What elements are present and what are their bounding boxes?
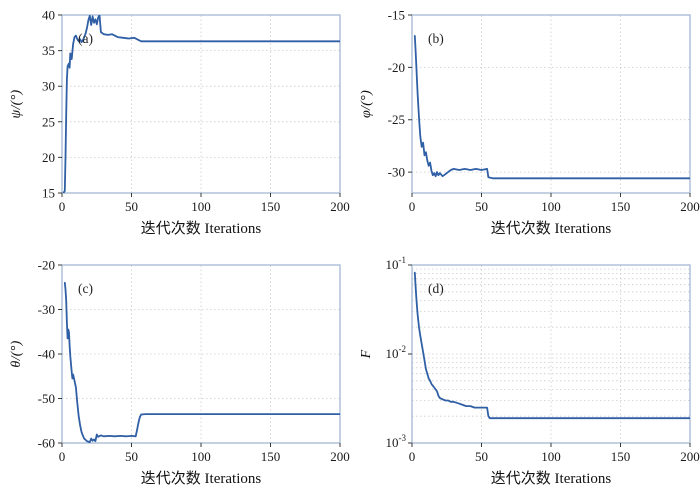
x-tick-label: 150 (611, 449, 631, 464)
x-axis-label-iterations-b: 迭代次数 Iterations (490, 221, 612, 237)
tick-marks (58, 14, 341, 197)
y-tick-label: 25 (42, 114, 55, 129)
y-tick-label: -15 (388, 8, 405, 23)
y-tick-label: -60 (38, 436, 55, 451)
x-axis-label-iterations-c: 迭代次数 Iterations (140, 471, 262, 487)
tick-marks (408, 264, 691, 447)
y-axis-label-f: F (359, 349, 374, 359)
y-tick-label: -20 (38, 258, 55, 273)
subplot-d: 0 50 100 150 200 10-1 10-2 10-3 F (d) 迭代次数 Iter… (350, 251, 700, 501)
x-tick-label: 50 (125, 449, 138, 464)
x-tick-label: 200 (330, 199, 350, 214)
x-tick-label: 50 (475, 199, 488, 214)
y-tick-label: -20 (388, 60, 405, 75)
y-tick-label: -30 (388, 165, 405, 180)
y-tick-label: -40 (38, 347, 55, 362)
tick-marks (58, 264, 341, 447)
data-line (62, 15, 340, 193)
y-tick-label: 35 (42, 43, 55, 58)
y-axis-label-psi: ψ/(°) (9, 89, 24, 119)
x-axis-label-iterations-a: 迭代次数 Iterations (140, 221, 262, 237)
y-tick-label: 30 (42, 79, 55, 94)
y-tick-label: 10-3 (386, 433, 407, 450)
x-tick-label: 150 (261, 449, 281, 464)
chart-b-canvas: 0 50 100 150 200 -15 -20 -25 -30 (388, 8, 700, 215)
gridlines (62, 265, 340, 443)
subplot-tag-c: (c) (78, 281, 93, 296)
x-tick-label: 200 (330, 449, 350, 464)
x-tick-label: 50 (125, 199, 138, 214)
y-tick-label: 10-2 (386, 344, 407, 361)
x-axis-label-iterations-d: 迭代次数 Iterations (490, 471, 612, 487)
gridlines (412, 265, 690, 443)
subplot-tag-d: (d) (428, 281, 444, 296)
y-tick-label: -25 (388, 112, 405, 127)
y-tick-label: -30 (38, 302, 55, 317)
x-tick-label: 150 (611, 199, 631, 214)
y-tick-label: 20 (42, 150, 55, 165)
subplot-tag-a: (a) (78, 31, 93, 46)
y-tick-label: 10-1 (386, 255, 407, 272)
x-tick-label: 150 (261, 199, 281, 214)
x-tick-label: 100 (191, 199, 211, 214)
x-tick-label: 0 (59, 449, 66, 464)
x-tick-label: 200 (680, 449, 700, 464)
subplot-a: 0 50 100 150 200 15 20 25 30 35 40 ψ/(°) (a) 迭代次数 … (0, 1, 350, 251)
chart-c-canvas: 0 50 100 150 200 -20 -30 -40 -50 -60 (38, 258, 350, 465)
chart-a-canvas: 0 50 100 150 200 15 20 25 30 35 40 (42, 8, 350, 215)
y-axis-label-theta: θ/(°) (9, 340, 24, 368)
data-line (413, 35, 690, 180)
x-tick-label: 100 (191, 449, 211, 464)
x-tick-label: 0 (409, 449, 416, 464)
y-axis-label-phi: φ/(°) (359, 89, 374, 119)
data-line (63, 281, 340, 443)
x-tick-label: 100 (541, 449, 561, 464)
gridlines (412, 15, 690, 193)
y-tick-label: -50 (38, 391, 55, 406)
x-tick-label: 0 (409, 199, 416, 214)
subplot-tag-b: (b) (428, 31, 444, 46)
subplot-b: 0 50 100 150 200 -15 -20 -25 -30 φ/(°) (b) 迭代次数 … (350, 1, 700, 251)
y-tick-label: 40 (42, 8, 55, 23)
y-tick-label: 15 (42, 186, 55, 201)
x-tick-label: 200 (680, 199, 700, 214)
data-line (413, 271, 690, 420)
x-tick-label: 0 (59, 199, 66, 214)
subplot-c: 0 50 100 150 200 -20 -30 -40 -50 -60 θ/(°) (c) 迭代… (0, 251, 350, 501)
chart-d-canvas: 0 50 100 150 200 10-1 10-2 10-3 (386, 255, 700, 464)
gridlines (62, 15, 340, 193)
x-tick-label: 50 (475, 449, 488, 464)
x-tick-label: 100 (541, 199, 561, 214)
tick-marks (408, 14, 691, 197)
